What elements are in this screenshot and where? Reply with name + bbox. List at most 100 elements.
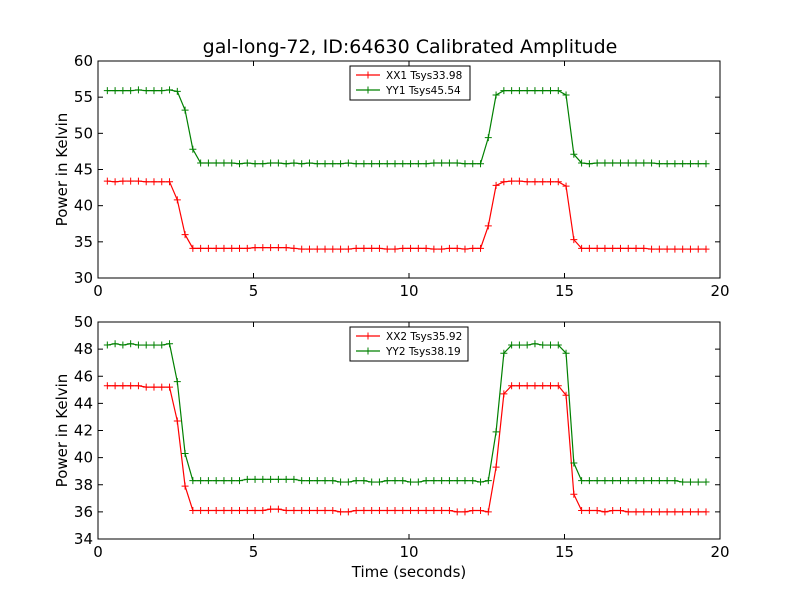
series-1-point [531,340,539,348]
series-1-point [694,478,702,486]
series-1-point [539,341,547,349]
series-1-point [134,341,142,349]
series-1-point [648,477,656,485]
series-1-point [422,477,430,485]
series-1-point [453,159,461,167]
series-0-point [111,178,119,186]
series-1-point [679,160,687,168]
y-tick-label: 36 [74,503,93,521]
series-1-point [142,87,150,95]
series-0-point [399,507,407,515]
y-tick-label: 44 [74,394,93,412]
x-tick-label: 20 [710,543,729,561]
series-0-point [702,508,710,516]
legend-marker-1 [364,347,372,355]
series-0-point [197,244,205,252]
series-0-point [298,507,306,515]
series-1-point [212,159,220,167]
legend-box [349,326,469,362]
legend-marker-0 [364,332,372,340]
bottom-chart: 0 5 10 15 20 34 36 38 40 42 44 46 48 50 Power in Kelvi… [53,313,730,581]
series-1-point [337,478,345,486]
series-0-point [484,508,492,516]
series-1-point [578,159,586,167]
series-0-point [243,244,251,252]
series-1-point [500,87,508,95]
series-0-point [648,508,656,516]
series-1-point [274,475,282,483]
series-1-point [438,477,446,485]
series-0-point [539,178,547,186]
series-1-point [111,87,119,95]
series-0-point [422,507,430,515]
series-0-point [601,244,609,252]
series-1-point [469,160,477,168]
series-0-point [562,182,570,190]
series-0-point [305,245,313,253]
series-0-point [484,222,492,230]
series-1-point [624,159,632,167]
series-1-point [127,340,135,348]
series-0-point [321,245,329,253]
y-axis-label: Power in Kelvin [53,113,71,227]
series-0-point [259,244,267,252]
series-1-point [290,475,298,483]
series-0-point [360,507,368,515]
series-0-point [166,178,174,186]
series-0-point [150,178,158,186]
series-1-point [461,160,469,168]
series-line-1 [107,89,706,165]
y-tick-label: 46 [74,367,93,385]
series-1-point [500,349,508,357]
series-1-point [547,87,555,95]
series-0-point [236,507,244,515]
series-0-point [383,507,391,515]
series-1-point [298,160,306,168]
series-0-point [173,196,181,204]
series-1-point [197,159,205,167]
series-1-point [539,87,547,95]
series-1-point [158,87,166,95]
series-1-point [267,475,275,483]
series-0-point [663,245,671,253]
series-1-point [259,160,267,168]
y-tick-label: 55 [74,88,93,106]
series-1-point [570,459,578,467]
series-1-point [344,478,352,486]
series-0-point [445,507,453,515]
series-0-point [547,382,555,390]
series-0-point [274,505,282,513]
series-1-point [391,477,399,485]
series-0-point [430,245,438,253]
x-tick-label: 10 [399,543,418,561]
series-0-point [375,244,383,252]
series-0-point [305,507,313,515]
series-0-point [274,244,282,252]
series-0-point [360,244,368,252]
series-1-point [375,160,383,168]
series-1-point [663,477,671,485]
y-tick-label: 50 [74,124,93,142]
series-0-point [375,507,383,515]
series-0-point [414,507,422,515]
series-0-point [329,507,337,515]
series-0-point [531,382,539,390]
series-1-point [119,87,127,95]
series-0-point [189,244,197,252]
series-1-point [679,478,687,486]
series-1-point [686,160,694,168]
series-1-point [313,477,321,485]
series-1-point [305,159,313,167]
series-0-point [181,231,189,239]
series-0-point [290,507,298,515]
series-0-point [547,178,555,186]
series-1-point [305,477,313,485]
series-1-point [531,87,539,95]
y-tick-label: 35 [74,233,93,251]
legend: XX1 Tsys33.98 YY1 Tsys45.54 [349,65,471,101]
x-tick-label: 5 [249,543,259,561]
x-tick-label: 15 [555,543,574,561]
series-0-point [562,391,570,399]
series-0-point [453,508,461,516]
series-1-point [236,160,244,168]
